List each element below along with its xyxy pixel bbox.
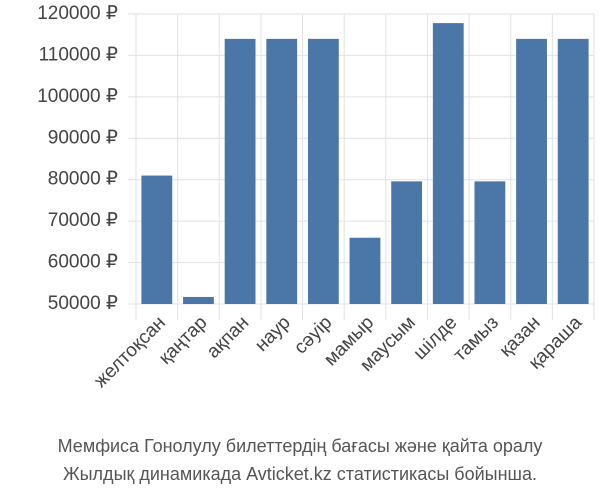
x-tick-label: ақпан (203, 312, 253, 362)
y-tick-label: 110000 ₽ (39, 44, 118, 65)
y-tick-label: 50000 ₽ (48, 293, 118, 314)
bar (307, 38, 339, 304)
y-tick-label: 60000 ₽ (48, 252, 118, 273)
x-tick-label: наур (251, 312, 295, 356)
x-tick-label: шілде (410, 312, 462, 364)
bar (432, 23, 464, 304)
y-tick-label: 90000 ₽ (48, 127, 118, 148)
bar (224, 38, 256, 304)
bar (516, 38, 547, 304)
y-tick-label: 80000 ₽ (48, 169, 118, 190)
bar (141, 175, 173, 304)
caption-line: Жылдық динамикада Avticket.kz статистика… (63, 464, 537, 484)
bar (474, 181, 506, 304)
bar (557, 38, 589, 304)
x-tick-label: тамыз (450, 312, 503, 365)
y-tick-label: 100000 ₽ (37, 86, 118, 107)
caption-line: Мемфиса Гонолулу билеттердің бағасы және… (58, 436, 543, 456)
y-tick-label: 120000 ₽ (37, 3, 118, 24)
bar (266, 38, 298, 304)
bar (183, 296, 214, 304)
bar (391, 181, 423, 304)
y-tick-label: 70000 ₽ (48, 210, 118, 231)
bar (349, 237, 381, 304)
